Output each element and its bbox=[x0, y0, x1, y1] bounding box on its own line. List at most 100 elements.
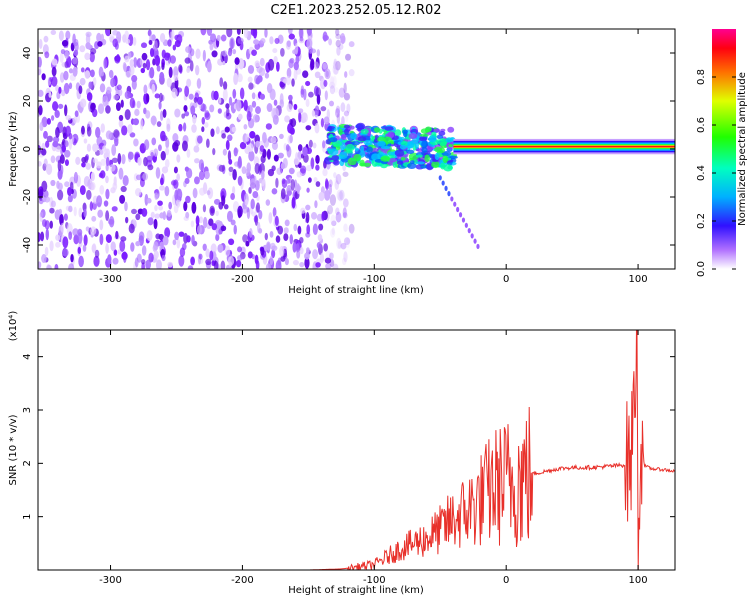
spectrogram-noise-cell bbox=[125, 38, 131, 44]
spectrogram-noise-cell bbox=[312, 223, 318, 236]
spectrogram-noise-cell bbox=[273, 154, 279, 162]
spectrogram-noise-cell bbox=[124, 55, 130, 63]
spectrogram-noise-cell bbox=[38, 105, 43, 116]
spectrogram-trail-cell bbox=[458, 212, 463, 218]
spectrogram-band-cell bbox=[328, 148, 339, 156]
spectrogram-noise-cell bbox=[92, 143, 99, 153]
spectrogram-noise-cell bbox=[218, 164, 225, 172]
spectrogram-band-cell bbox=[392, 160, 398, 168]
spectrogram-noise-cell bbox=[176, 238, 181, 249]
spectrogram-noise-cell bbox=[139, 118, 144, 130]
spectrogram-noise-cell bbox=[266, 148, 271, 160]
spectrogram-noise-cell bbox=[299, 247, 304, 255]
spectrogram-noise-cell bbox=[276, 61, 280, 72]
spectrogram-noise-cell bbox=[236, 73, 243, 83]
spectrogram-noise-cell bbox=[159, 92, 163, 103]
spectrogram-noise-cell bbox=[272, 207, 277, 218]
spectrogram-band-cell bbox=[431, 131, 437, 137]
spectrogram-noise-cell bbox=[225, 139, 230, 151]
spectrogram-noise-cell bbox=[132, 118, 140, 126]
spectrogram-noise-cell bbox=[173, 166, 178, 174]
snr-x-ticks: -300 -200 -100 0 100 bbox=[99, 330, 648, 586]
spectrogram-noise-cell bbox=[61, 144, 67, 153]
spectrogram-noise-cell bbox=[133, 57, 138, 68]
spectrogram-noise-cell bbox=[111, 144, 117, 157]
spectrogram-noise-cell bbox=[95, 126, 101, 138]
x-tick-label: -300 bbox=[99, 575, 122, 586]
spectrogram-noise-cell bbox=[285, 144, 290, 152]
spectrogram-noise-cell bbox=[261, 170, 265, 180]
spectrogram-noise-cell bbox=[68, 205, 73, 213]
spectrogram-noise-cell bbox=[271, 188, 278, 195]
spectrogram-noise-cell bbox=[341, 257, 347, 266]
spectrogram-band-cell bbox=[350, 132, 358, 140]
spectrogram-noise-cell bbox=[231, 126, 237, 133]
x-tick-label: -200 bbox=[231, 575, 254, 586]
spectrogram-noise-cell bbox=[141, 245, 147, 256]
spectrogram-noise-cell bbox=[68, 263, 75, 269]
spectrogram-noise-cell bbox=[292, 49, 298, 55]
spectrogram-noise-cell bbox=[233, 224, 237, 235]
spectrogram-noise-cell bbox=[49, 240, 54, 252]
spectrogram-noise-cell bbox=[253, 39, 260, 45]
spectrogram-noise-cell bbox=[81, 162, 86, 168]
spectrogram-noise-cell bbox=[172, 44, 177, 51]
spectrogram-noise-cell bbox=[39, 211, 44, 218]
spectrogram-noise-cell bbox=[205, 248, 210, 258]
spectrogram-noise-cell bbox=[307, 177, 312, 183]
spectrogram-noise-cell bbox=[195, 48, 201, 60]
spectrogram-band-cell bbox=[407, 162, 417, 170]
spectrogram-noise-cell bbox=[164, 185, 170, 197]
spectrogram-noise-cell bbox=[254, 60, 260, 68]
spectrogram-noise-cell bbox=[89, 51, 95, 63]
spectrogram-noise-cell bbox=[305, 164, 312, 172]
spectrogram-noise-cell bbox=[74, 110, 79, 118]
spectrogram-noise-cell bbox=[265, 241, 271, 251]
spectrogram-noise-cell bbox=[143, 84, 148, 95]
spectrogram-band-cell bbox=[360, 128, 369, 135]
spectrogram-band-cell bbox=[433, 128, 441, 133]
spectrogram-noise-cell bbox=[196, 78, 202, 89]
spectrogram-noise-cell bbox=[215, 126, 220, 135]
spectrogram-noise-cell bbox=[96, 161, 102, 169]
spectrogram-noise-cell bbox=[121, 125, 128, 136]
spectrogram-noise-cell bbox=[118, 119, 124, 128]
spectrogram-noise-cell bbox=[208, 218, 214, 226]
spectrogram-noise-cell bbox=[206, 190, 211, 196]
spectrogram-noise-cell bbox=[147, 217, 154, 226]
spectrogram-band-cell bbox=[438, 130, 446, 136]
spectrogram-noise-cell bbox=[49, 220, 53, 229]
spectrogram-noise-cell bbox=[125, 70, 132, 78]
spectrogram-noise-cell bbox=[329, 252, 334, 260]
spectrogram-noise-cell bbox=[247, 251, 253, 259]
spectrogram-noise-cell bbox=[61, 89, 66, 97]
spectrogram-noise-cell bbox=[304, 252, 310, 260]
spectrogram-noise-cell bbox=[168, 66, 173, 79]
spectrogram-noise-cell bbox=[284, 219, 290, 227]
spectrogram-noise-cell bbox=[255, 202, 261, 213]
spectrogram-noise-cell bbox=[44, 51, 50, 59]
spectrogram-noise-cell bbox=[111, 157, 119, 164]
spectrogram-noise-cell bbox=[50, 155, 56, 164]
spectrogram-noise-cell bbox=[60, 49, 66, 55]
spectrogram-noise-cell bbox=[336, 189, 343, 201]
spectrogram-noise-cell bbox=[226, 107, 230, 117]
spectrogram-noise-cell bbox=[310, 58, 315, 71]
spectrogram-noise-cell bbox=[64, 50, 70, 59]
spectrogram-noise-cell bbox=[159, 33, 166, 43]
spectrogram-noise-cell bbox=[261, 180, 265, 187]
spectrogram-noise-cell bbox=[305, 211, 310, 224]
spectrogram-noise-cell bbox=[232, 49, 237, 55]
spectrogram-noise-cell bbox=[167, 261, 173, 268]
spectrogram-noise-cell bbox=[264, 29, 268, 38]
spectrogram-noise-cell bbox=[56, 180, 60, 189]
colorbar-tick-label: 0.8 bbox=[696, 69, 707, 85]
spectrogram-noise-cell bbox=[105, 156, 110, 167]
spectrogram-noise-cell bbox=[178, 255, 185, 267]
spectrogram-noise-cell bbox=[105, 210, 110, 222]
spectrogram-noise-cell bbox=[85, 162, 91, 170]
spectrogram-noise-cell bbox=[322, 168, 328, 177]
spectrogram-noise-cell bbox=[72, 228, 79, 237]
spectrogram-noise-cell bbox=[276, 167, 283, 175]
spectrogram-noise-cell bbox=[149, 67, 155, 79]
